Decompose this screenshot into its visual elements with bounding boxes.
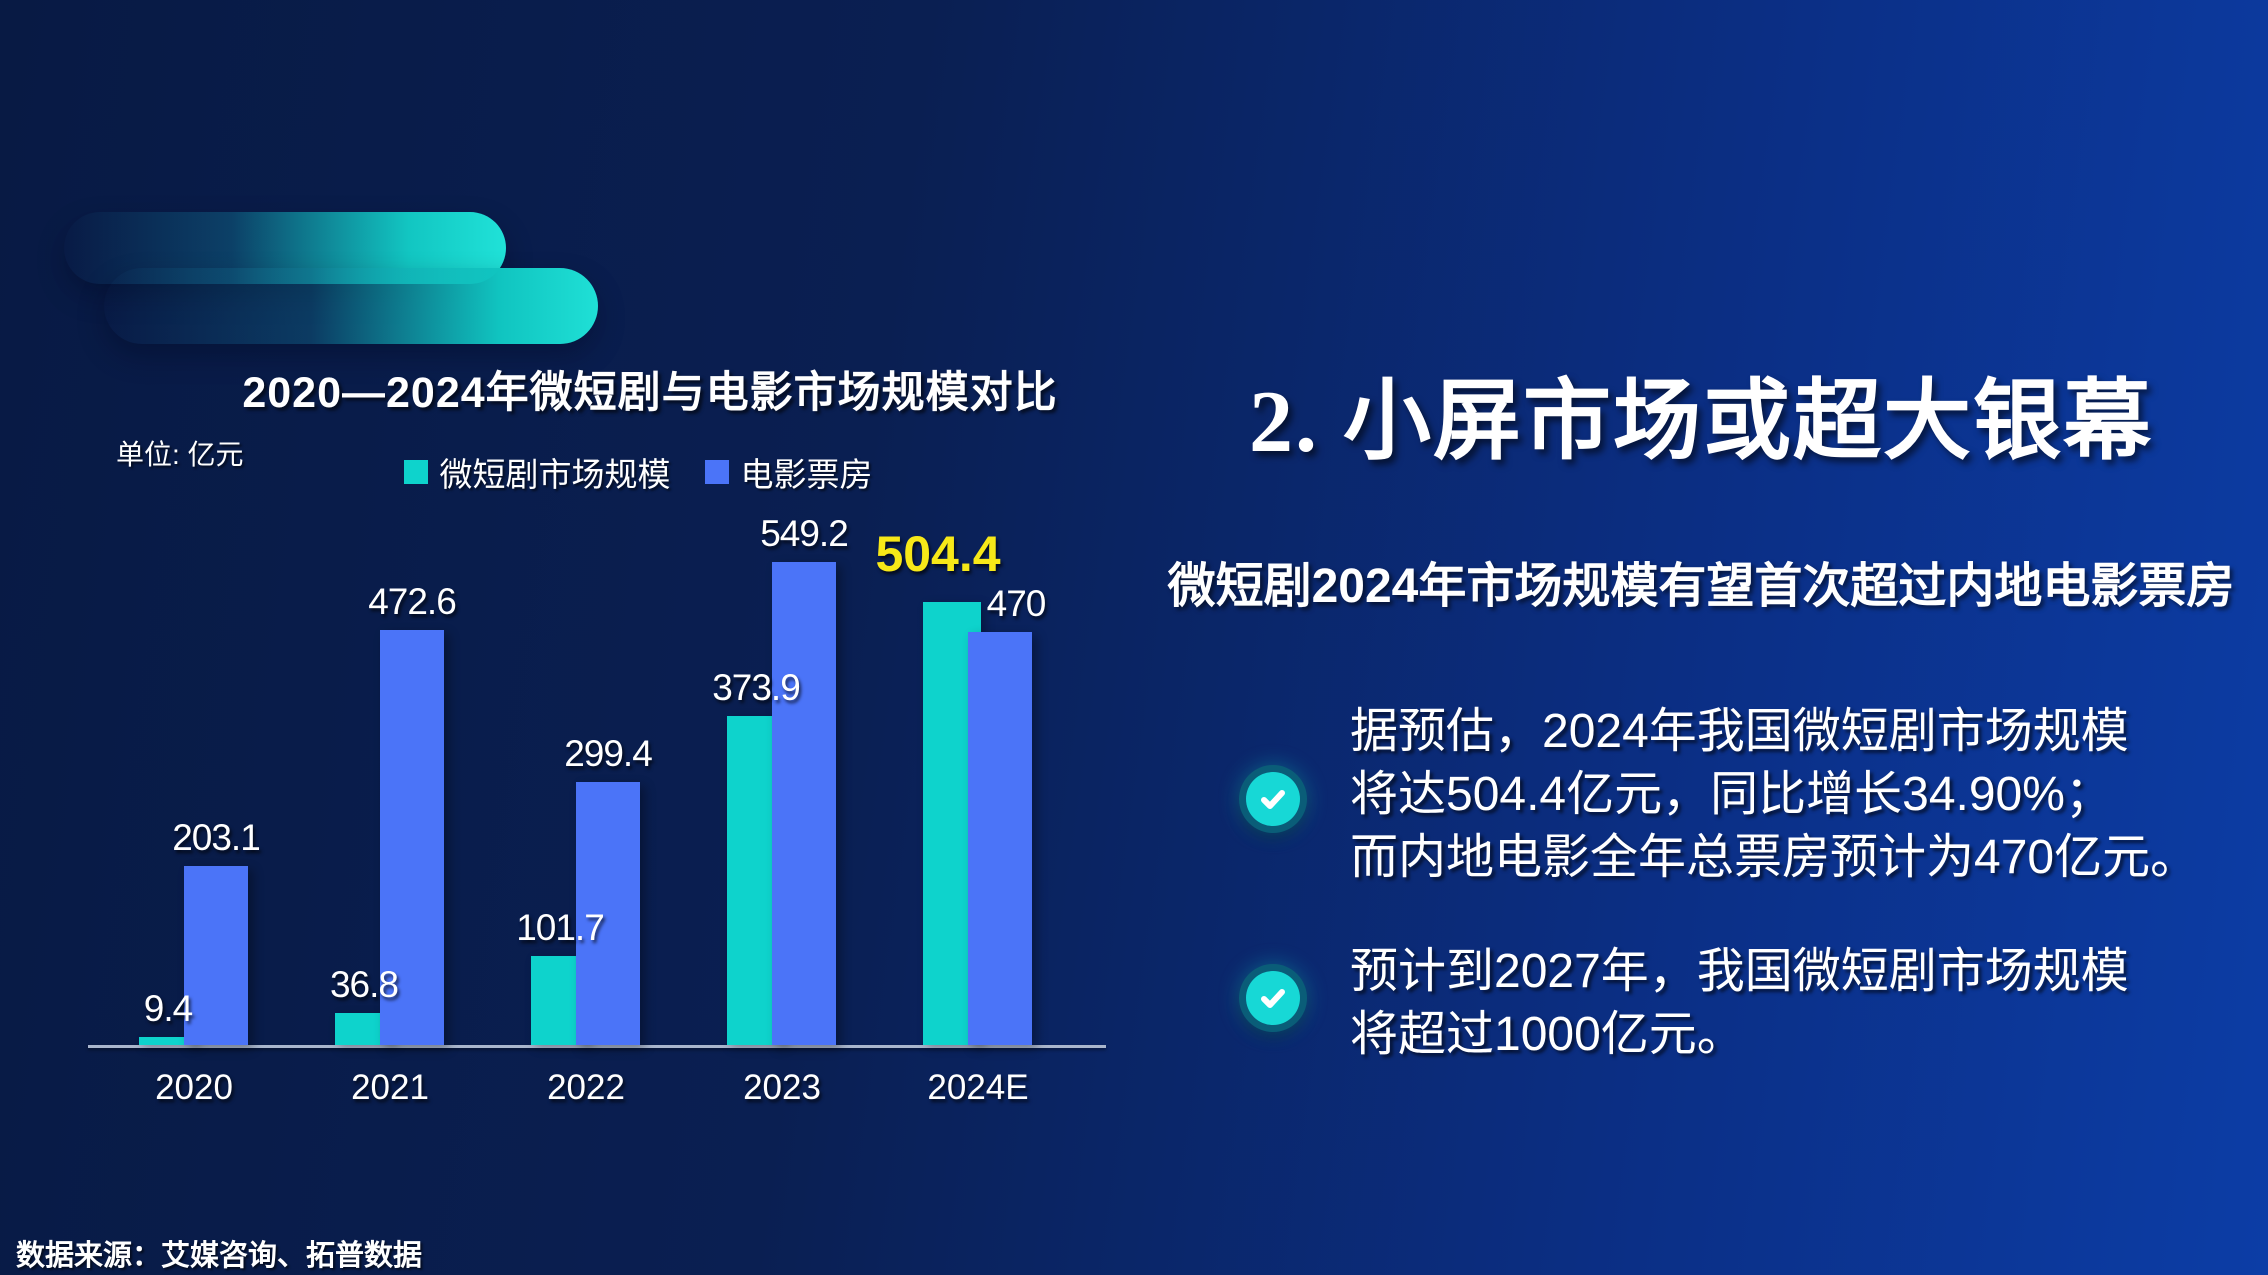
bullet-1-line-1: 据预估，2024年我国微短剧市场规模 xyxy=(1350,705,2129,758)
section-subtitle: 微短剧2024年市场规模有望首次超过内地电影票房 xyxy=(1167,560,2235,613)
value-label-shortdrama-2024E: 504.4 xyxy=(875,525,1001,582)
bullet-1-line-3: 而内地电影全年总票房预计为470亿元。 xyxy=(1350,831,2199,884)
data-source: 数据来源：艾媒咨询、拓普数据 xyxy=(16,1240,423,1272)
legend-swatch-teal xyxy=(403,460,428,484)
bullet-1-line-2: 将达504.4亿元，同比增长34.90%； xyxy=(1350,768,2113,821)
legend-label: 电影票房 xyxy=(740,456,873,493)
check-icon-inner xyxy=(1246,772,1300,826)
legend-item-shortdrama: 微短剧市场规模 xyxy=(403,448,671,496)
value-label-shortdrama-2020: 9.4 xyxy=(143,987,193,1029)
bullet-2-line-2: 将超过1000亿元。 xyxy=(1350,1008,1745,1061)
chart-legend: 微短剧市场规模 电影票房 xyxy=(128,448,1148,496)
decor-pill-bottom xyxy=(104,268,598,344)
check-icon xyxy=(1239,765,1307,833)
bullet-2-line-1: 预计到2027年，我国微短剧市场规模 xyxy=(1350,945,2129,998)
legend-swatch-blue xyxy=(704,460,729,484)
check-icon xyxy=(1239,964,1307,1032)
bullet-1: 据预估，2024年我国微短剧市场规模 将达504.4亿元，同比增长34.90%；… xyxy=(1350,700,2268,889)
bar-boxoffice-2021 xyxy=(380,629,444,1045)
value-label-shortdrama-2022: 101.7 xyxy=(516,906,605,948)
value-label-boxoffice-2022: 299.4 xyxy=(564,732,653,774)
category-label-2022: 2022 xyxy=(547,1068,625,1107)
checkmark-glyph xyxy=(1261,790,1285,809)
section-heading: 2. 小屏市场或超大银幕 xyxy=(1248,374,2153,471)
category-label-2023: 2023 xyxy=(743,1068,821,1107)
value-label-boxoffice-2021: 472.6 xyxy=(368,580,457,622)
chart-unit-label: 单位: 亿元 xyxy=(116,439,244,470)
checkmark-glyph xyxy=(1261,989,1285,1008)
bar-chart: 9.4 203.1 2020 36.8 472.6 2021 101.7 299.4 2022 3… xyxy=(88,513,1108,1107)
legend-item-boxoffice: 电影票房 xyxy=(704,448,873,496)
bar-boxoffice-2023 xyxy=(772,562,836,1045)
bar-shortdrama-2020 xyxy=(139,1036,197,1045)
value-label-boxoffice-2020: 203.1 xyxy=(172,817,261,859)
legend-label: 微短剧市场规模 xyxy=(439,456,671,493)
chart-title: 2020—2024年微短剧与电影市场规模对比 xyxy=(242,369,1058,417)
value-label-boxoffice-2023: 549.2 xyxy=(760,513,849,555)
category-label-2020: 2020 xyxy=(155,1068,233,1107)
category-label-2021: 2021 xyxy=(351,1068,429,1107)
x-axis-line xyxy=(88,1045,1106,1048)
bullet-2: 预计到2027年，我国微短剧市场规模 将超过1000亿元。 xyxy=(1350,940,2268,1066)
value-label-shortdrama-2021: 36.8 xyxy=(329,963,399,1005)
value-label-shortdrama-2023: 373.9 xyxy=(712,667,801,709)
bar-boxoffice-2022 xyxy=(576,781,640,1045)
value-label-boxoffice-2024E: 470 xyxy=(986,582,1047,624)
bar-boxoffice-2020 xyxy=(184,866,248,1045)
category-label-2024E: 2024E xyxy=(927,1068,1029,1107)
check-icon-inner xyxy=(1246,971,1300,1025)
bar-boxoffice-2024E xyxy=(968,631,1032,1045)
